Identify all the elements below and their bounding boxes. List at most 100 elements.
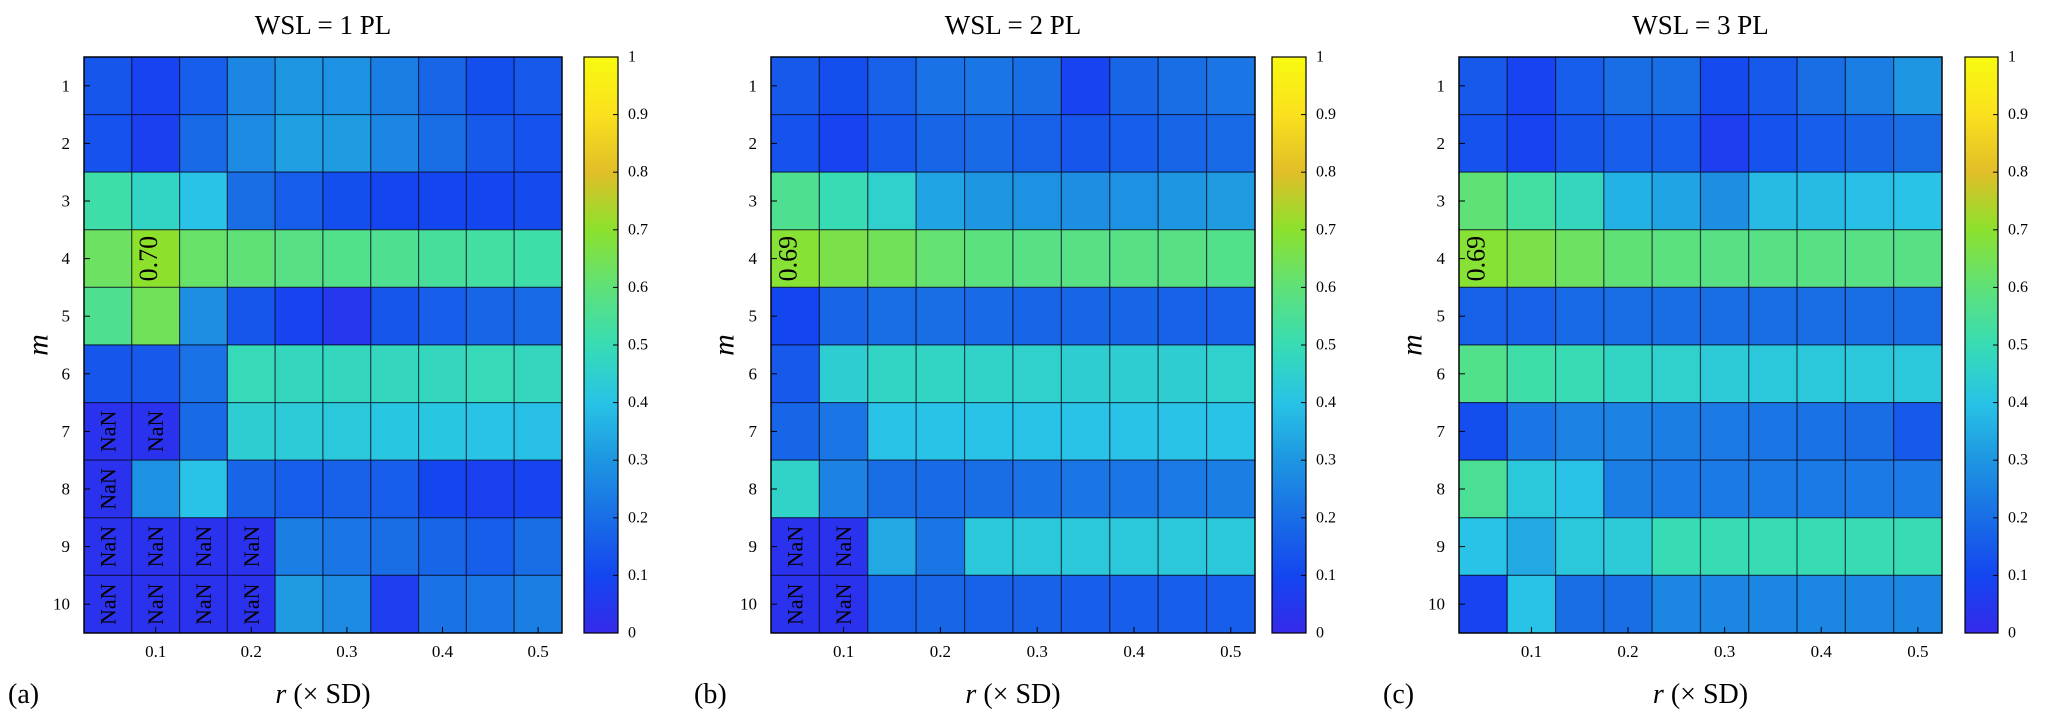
y-tick-label: 1 (62, 76, 71, 95)
heatmap-cell (770, 56, 821, 116)
colorbar-tick-label: 0.7 (628, 221, 648, 238)
colorbar-tick-label: 0.2 (1316, 509, 1336, 526)
colorbar-tick-label: 0.2 (628, 509, 648, 526)
x-tick-label: 0.3 (1027, 642, 1048, 661)
heatmap-cell (370, 344, 420, 404)
heatmap-cell (418, 574, 468, 634)
heatmap-cell (867, 344, 917, 404)
heatmap-cell (1893, 56, 1943, 116)
heatmap-cell (770, 517, 821, 576)
colorbar: 0 0.1 0.2 0.3 0.4 0.5 0.6 0.7 0.8 0.9 1 (1964, 49, 2028, 642)
heatmap-cell (1844, 229, 1895, 289)
nan-label: NaN (143, 583, 168, 625)
heatmap-cell (1893, 229, 1943, 289)
heatmap-cell (1748, 229, 1798, 289)
nan-label: NaN (783, 526, 808, 568)
heatmap-cell (915, 171, 966, 231)
heatmap-cell (1893, 286, 1943, 346)
heatmap-cell (1844, 459, 1895, 519)
heatmap-cell (1699, 171, 1750, 231)
heatmap-cell (418, 56, 468, 116)
heatmap-cell (274, 574, 324, 634)
heatmap-cell (179, 56, 229, 116)
heatmap-cell (1699, 402, 1750, 461)
heatmap-cell (1012, 574, 1063, 634)
heatmap-cell (1651, 459, 1702, 519)
y-tick-label: 9 (62, 537, 71, 556)
x-axis-label: r (× SD) (1653, 679, 1748, 710)
x-tick-label: 0.3 (1714, 642, 1735, 661)
heatmap-cell (418, 517, 468, 576)
highlight-value-label: 0.70 (134, 236, 163, 282)
nan-label: NaN (239, 583, 264, 625)
heatmap-cell (818, 574, 869, 634)
nan-label: NaN (95, 583, 120, 625)
y-tick-label: 2 (62, 134, 71, 153)
nan-label: NaN (95, 526, 120, 568)
heatmap-cell (418, 171, 468, 231)
heatmap-cell (274, 56, 324, 116)
colorbar-tick-label: 0.1 (2008, 567, 2028, 584)
colorbar-tick-label: 0.9 (628, 106, 648, 123)
x-tick-label: 0.4 (1123, 642, 1145, 661)
x-tick-label: 0.4 (1811, 642, 1833, 661)
heatmap-cell (322, 459, 372, 519)
heatmap-cell (1109, 113, 1159, 173)
heatmap-cell (465, 286, 515, 346)
heatmap-cell (1796, 517, 1846, 576)
y-tick-label: 9 (1437, 537, 1446, 556)
colorbar-tick-label: 0.7 (2008, 221, 2028, 238)
heatmap-cell (465, 402, 515, 461)
heatmap-cell (370, 229, 420, 289)
heatmap-cell (1012, 517, 1063, 576)
y-tick-label: 8 (62, 480, 71, 499)
heatmap-cell (226, 517, 276, 576)
heatmap-cell (1157, 344, 1208, 404)
heatmap-cell (1651, 286, 1702, 346)
heatmap-cell (1060, 113, 1111, 173)
heatmap-cell (226, 286, 276, 346)
colorbar-tick-label: 0.8 (1316, 164, 1336, 181)
heatmap-cell (1506, 402, 1557, 461)
heatmap-cell (1554, 402, 1605, 461)
heatmap-cell (370, 402, 420, 461)
heatmap-cell (226, 171, 276, 231)
heatmap-cell (1506, 574, 1557, 634)
heatmap-cell (322, 344, 372, 404)
heatmap-cell (1651, 229, 1702, 289)
nan-label: NaN (831, 583, 856, 625)
x-tick-label: 0.2 (930, 642, 951, 661)
x-tick-label: 0.1 (145, 642, 166, 661)
heatmap-cell (1699, 574, 1750, 634)
heatmap-cell (513, 574, 563, 634)
heatmap-cell (83, 286, 133, 346)
heatmap-cell (322, 113, 372, 173)
heatmap-cell (131, 459, 181, 519)
heatmap-cell (322, 171, 372, 231)
colorbar-gradient (1271, 56, 1307, 634)
y-tick-label: 4 (749, 249, 758, 268)
colorbar: 0 0.1 0.2 0.3 0.4 0.5 0.6 0.7 0.8 0.9 1 (1271, 49, 1336, 642)
heatmap-cell (513, 402, 563, 461)
highlight-value-label: 0.69 (773, 236, 802, 282)
heatmap-cell (1506, 113, 1557, 173)
heatmap-cell (131, 171, 181, 231)
heatmap-cell (1603, 56, 1653, 116)
heatmap-cell (1205, 171, 1256, 231)
heatmap-cell (513, 171, 563, 231)
nan-label: NaN (239, 526, 264, 568)
heatmap-cell (513, 56, 563, 116)
heatmap-cell (1796, 459, 1846, 519)
heatmap-cell (1603, 402, 1653, 461)
colorbar-tick-label: 0.6 (1316, 279, 1336, 296)
heatmap-cell (83, 344, 133, 404)
axes-frame (1458, 56, 1943, 634)
heatmap-cell (131, 286, 181, 346)
heatmap-cell (818, 344, 869, 404)
heatmap-cell (179, 286, 229, 346)
heatmap-cell (226, 56, 276, 116)
colorbar-tick-label: 0.6 (628, 279, 648, 296)
heatmap-cell (915, 574, 966, 634)
colorbar-tick-label: 0.9 (1316, 106, 1336, 123)
